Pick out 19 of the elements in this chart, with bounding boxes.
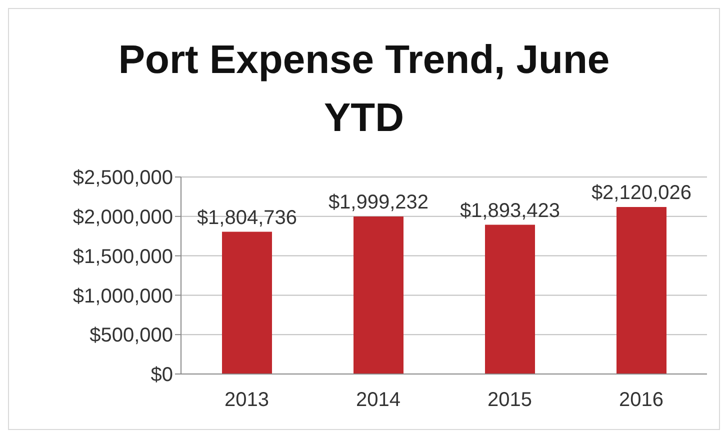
y-tick-label: $1,500,000 <box>72 246 173 268</box>
data-label: $2,120,026 <box>591 182 692 204</box>
data-label: $1,893,423 <box>460 200 560 222</box>
chart-title: Port Expense Trend, June YTD <box>117 37 611 142</box>
x-tick-label: 2016 <box>619 389 664 412</box>
y-tick-label: $2,500,000 <box>72 167 173 190</box>
data-label: $1,999,232 <box>328 191 429 214</box>
x-tick-label: 2014 <box>356 389 400 412</box>
x-tick-label: 2015 <box>488 389 532 412</box>
data-label: $1,804,736 <box>196 206 298 229</box>
bar <box>616 206 666 374</box>
bar <box>485 224 535 374</box>
y-tick-label: $0 <box>150 364 173 386</box>
bar <box>354 216 404 374</box>
y-tick-label: $2,000,000 <box>72 206 173 228</box>
bar <box>222 232 272 374</box>
x-tick-label: 2013 <box>224 389 269 412</box>
y-tick-label: $500,000 <box>90 324 173 347</box>
y-tick-label: $1,000,000 <box>72 285 173 308</box>
